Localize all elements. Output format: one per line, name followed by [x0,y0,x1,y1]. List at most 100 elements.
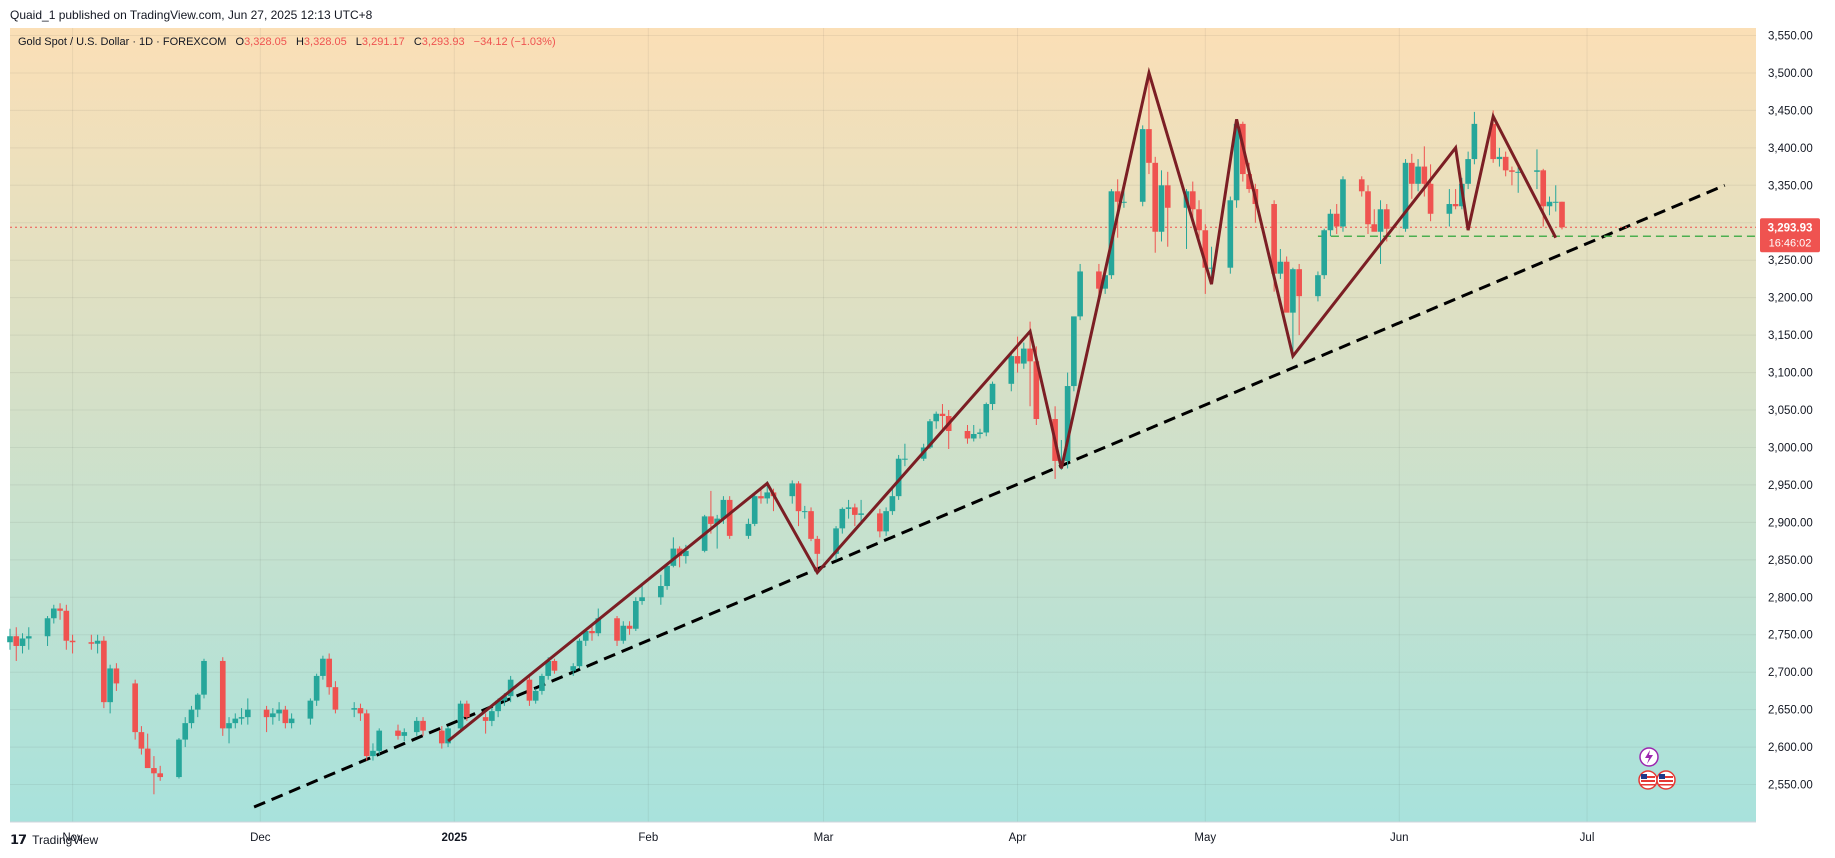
candle-down [589,625,595,641]
candle-down [1164,171,1171,247]
candle-down [113,663,120,691]
candle-down [1427,164,1434,222]
candle-down [57,603,63,620]
candle-body [939,413,946,417]
candle-up [1077,263,1083,321]
candle-down [1452,189,1459,210]
legend-open-label: O [236,36,245,48]
candle-body [1421,166,1428,184]
y-tick-label: 3,400.00 [1768,143,1813,155]
lightning-icon[interactable] [1639,747,1659,767]
pattern-line-layer [447,66,1558,743]
candle-body [1283,261,1290,313]
x-tick-label: 2025 [442,832,468,844]
candle-down [132,679,138,740]
candle-body [664,565,670,587]
candle-body [833,528,839,554]
candle-up [1071,316,1077,392]
candle-up [1277,248,1284,279]
candle-body [1064,386,1071,461]
candle-body [13,636,20,646]
candle-body [401,732,408,736]
candle-body [789,483,796,497]
us-flag-icon[interactable] [1638,770,1658,790]
candle-down [357,703,364,721]
tradingview-logo[interactable]: 𝟭𝟳 TradingView [10,832,98,848]
candle-down [263,705,270,733]
candle-down [144,733,151,769]
candle-body [151,768,157,774]
x-tick-label: May [1194,832,1216,844]
candle-body [570,666,577,671]
y-tick-label: 3,050.00 [1768,405,1813,417]
candle-body [626,625,633,629]
candle-body [438,730,445,744]
candle-body [57,608,63,611]
candle-body [989,383,996,405]
candle-down [1333,204,1340,234]
candle-body [1315,275,1321,297]
legend-change: −34.12 (−1.03%) [474,36,556,48]
candle-body [138,732,145,749]
candle-down [726,496,733,539]
us-flag-icon[interactable] [1656,770,1676,790]
candle-body [1358,179,1365,192]
candle-body [44,618,51,637]
candle-up [1471,111,1478,165]
candle-down [708,490,714,534]
candle-up [376,728,383,755]
y-tick-label: 3,000.00 [1768,442,1813,454]
candle-down [808,507,814,542]
candle-body [1552,201,1559,203]
candle-body [313,675,320,701]
candle-body [107,668,113,703]
candle-body [970,433,977,439]
candle-up [664,563,670,590]
candle-body [1102,275,1108,289]
candle-body [1546,201,1553,207]
candle-up [639,583,645,605]
candle-body [482,717,489,721]
candle-up [970,425,977,442]
candle-up [320,655,326,680]
candle-body [1152,162,1159,232]
candle-body [670,548,677,566]
candle-body [845,507,852,509]
candle-body [1146,129,1152,163]
candle-down [69,634,76,654]
candle-down [420,717,426,736]
candle-up [1139,125,1146,207]
y-tick-label: 3,350.00 [1768,180,1813,192]
candle-body [658,586,664,598]
candle-up [1315,271,1321,302]
y-tick-label: 2,950.00 [1768,480,1813,492]
candle-body [927,421,933,448]
candle-up [839,507,846,534]
candle-body [814,538,821,554]
candle-body [244,709,251,718]
candle-body [1296,269,1302,297]
y-tick-label: 3,150.00 [1768,330,1813,342]
candle-body [420,720,426,731]
x-tick-label: Nov [62,832,83,844]
candle-up [457,700,464,733]
candle-up [94,634,101,654]
candle-body [839,508,846,529]
candle-body [219,660,226,729]
y-tick-label: 2,700.00 [1768,667,1813,679]
candle-body [176,739,182,778]
candle-down [63,604,70,650]
candle-body [964,430,971,439]
candle-body [1290,269,1296,313]
candle-body [1427,183,1434,214]
candle-body [801,511,808,513]
candle-body [132,683,138,733]
x-tick-label: Mar [814,832,834,844]
candle-body [238,717,245,719]
last-price-badge: 3,293.93 16:46:02 [1760,218,1820,253]
x-tick-label: Dec [250,832,271,844]
candle-body [620,625,627,641]
candle-body [751,496,758,524]
candle-body [507,679,514,697]
